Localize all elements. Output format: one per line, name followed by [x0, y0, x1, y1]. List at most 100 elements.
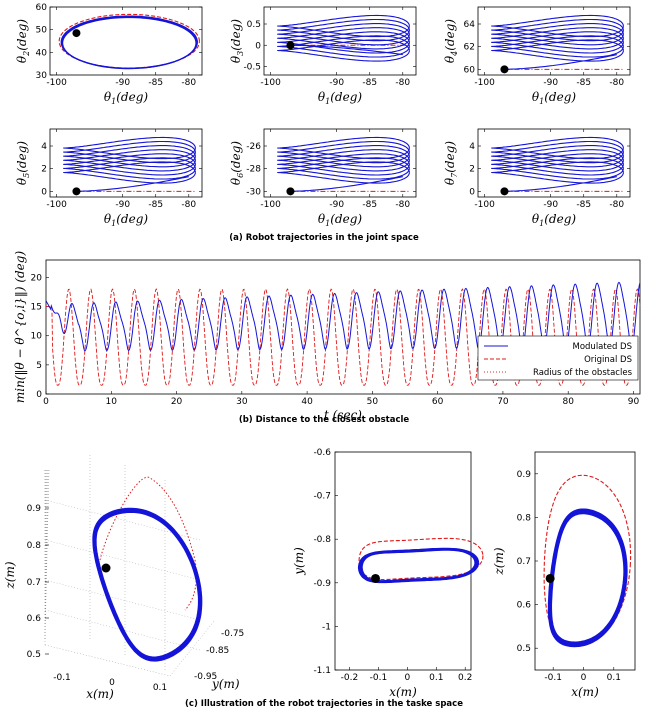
distance-plot: 0 10 20 30 40 50 60 70 80 90 0 5 10 15 20 t (sec) min(‖θ…	[13, 251, 641, 422]
x-tick-label: -0.1	[53, 673, 71, 683]
task-space-plots: 0.5 0.6 0.7 0.8 0.9 -0.1 0 0.1 -0.75 -0.85 -0.95 x(…	[3, 448, 636, 701]
z-axis-label: z(m)	[3, 561, 17, 589]
x-tick-label: -85	[362, 200, 377, 210]
modulated-ds-trajectory	[290, 176, 403, 192]
x-axis-label: x(m)	[389, 685, 417, 699]
grid-line	[44, 469, 50, 641]
y-tick-label: 0.7	[517, 557, 531, 567]
y-tick-label: 60	[464, 65, 476, 75]
y-tick-label: -30	[246, 187, 261, 197]
y-axis-label: y(m)	[211, 677, 240, 691]
modulated-ds-trajectory	[92, 507, 203, 662]
y-tick-label: 0	[255, 41, 261, 51]
modulated-ds-trajectory	[491, 157, 624, 180]
modulated-ds-trajectory	[277, 140, 410, 164]
modulated-ds-trajectory	[94, 510, 200, 659]
y-tick-label: 0	[36, 390, 42, 400]
x-tick-label: -80	[395, 78, 410, 88]
x-tick-label: -80	[181, 78, 196, 88]
y-tick-label: -0.75	[221, 629, 244, 639]
x-tick-label: -90	[329, 200, 344, 210]
modulated-ds-trajectory	[277, 136, 410, 160]
legend: Modulated DS Original DS Radius of the obs…	[477, 335, 639, 381]
z-tick-label: 0.5	[27, 650, 41, 660]
y-tick-label: -0.9	[313, 579, 331, 589]
modulated-ds-trajectory	[491, 23, 624, 46]
x-tick-label: -90	[115, 78, 130, 88]
x-tick-label: 30	[236, 397, 248, 407]
joint-space-plots: -100 -90 -85 -8030405060θ1(deg)θ2(deg)-100-…	[15, 3, 631, 228]
y-tick-label: 2	[469, 165, 475, 175]
modulated-ds-trajectory	[93, 509, 202, 661]
modulated-ds-trajectory	[63, 145, 196, 168]
modulated-ds-trajectory	[277, 153, 410, 176]
y-tick-label: 4	[41, 142, 47, 152]
y-tick-label: 5	[36, 361, 42, 371]
modulated-ds-trajectory	[63, 140, 196, 164]
y-axis-label: y(m)	[292, 547, 306, 576]
axes-box	[334, 451, 472, 671]
caption-c: (c) Illustration of the robot trajectori…	[185, 699, 463, 709]
x-axis-label: θ1(deg)	[532, 90, 576, 106]
start-point	[500, 187, 509, 196]
modulated-ds-trajectory	[95, 511, 200, 658]
legend-label: Modulated DS	[573, 342, 633, 352]
modulated-ds-trajectory	[491, 136, 624, 160]
start-point	[500, 65, 509, 74]
grid-line	[44, 539, 201, 581]
modulated-ds-trajectory	[277, 35, 410, 58]
y-tick-label: 0	[41, 187, 47, 197]
y-tick-label: 10	[31, 332, 43, 342]
x-axis-label: θ1(deg)	[318, 212, 362, 228]
y-axis-label: θ3(deg)	[229, 19, 245, 63]
start-point	[101, 563, 111, 573]
x-tick-label: 70	[497, 397, 509, 407]
modulated-ds-trajectory	[63, 153, 196, 176]
z-tick-label: 0.7	[27, 578, 41, 588]
x-tick-label: -100	[260, 78, 281, 88]
x-tick-label: -85	[362, 78, 377, 88]
y-tick-label: 15	[31, 303, 42, 313]
task-space-3d: 0.5 0.6 0.7 0.8 0.9 -0.1 0 0.1 -0.75 -0.85 -0.95 x(…	[3, 455, 244, 701]
x-tick-label: -80	[181, 200, 196, 210]
x-axis-label: t (sec)	[324, 408, 362, 422]
x-tick-label: -100	[260, 200, 281, 210]
x-axis-label: θ1(deg)	[318, 90, 362, 106]
modulated-ds-trajectory	[491, 153, 624, 176]
start-point	[371, 573, 381, 583]
y-axis-label: θ6(deg)	[229, 141, 245, 185]
modulated-ds-trajectory	[277, 31, 410, 54]
x-tick-label: -90	[543, 78, 558, 88]
joint-plot-5: -100 -90 -85 -80 0 2 4 θ1(deg) θ5(deg)	[15, 128, 203, 228]
y-tick-label: -26	[246, 142, 261, 152]
x-tick-label: -100	[46, 78, 67, 88]
x-tick-label: 0.2	[458, 673, 472, 683]
x-tick-label: -85	[148, 200, 163, 210]
y-tick-label: 60	[36, 3, 48, 13]
y-tick-label: -28	[246, 165, 261, 175]
x-tick-label: 0	[581, 673, 587, 683]
y-tick-label: 0.5	[517, 644, 531, 654]
x-tick-label: -100	[474, 78, 495, 88]
x-axis-label: x(m)	[571, 685, 599, 699]
x-tick-label: 0	[43, 397, 49, 407]
modulated-ds-trajectory	[277, 39, 410, 62]
modulated-ds-trajectory	[491, 31, 624, 54]
x-tick-label: -80	[609, 78, 624, 88]
z-tick-label: 0.8	[27, 541, 42, 551]
joint-plot-7: -100 -90 -85 -80 0 2 4 θ1(deg) θ7(deg)	[443, 128, 631, 228]
modulated-ds-trajectory	[290, 44, 403, 56]
modulated-ds-trajectory	[491, 27, 624, 50]
y-tick-label: 0.9	[517, 470, 532, 480]
modulated-ds-trajectory	[491, 14, 624, 38]
x-tick-label: -90	[115, 200, 130, 210]
y-tick-label: 30	[36, 71, 48, 81]
modulated-ds-trajectory	[550, 512, 625, 643]
y-tick-label: -1	[322, 622, 331, 632]
x-tick-label: 0	[109, 678, 115, 688]
grid-line	[44, 644, 171, 677]
x-tick-label: 40	[301, 397, 313, 407]
x-tick-label: 10	[106, 397, 118, 407]
original-ds-trajectory	[58, 13, 200, 69]
